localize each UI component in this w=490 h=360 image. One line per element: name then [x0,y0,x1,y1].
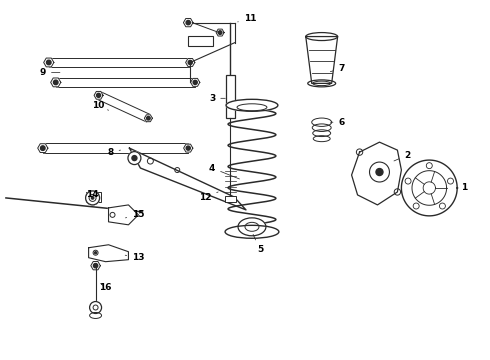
Text: 16: 16 [99,283,112,292]
Circle shape [147,116,150,120]
Circle shape [128,152,141,165]
Polygon shape [108,205,138,225]
Polygon shape [216,29,224,36]
Circle shape [47,60,51,65]
Ellipse shape [226,99,278,111]
Text: 6: 6 [330,118,345,127]
Ellipse shape [308,80,336,87]
Text: 9: 9 [40,68,60,77]
Polygon shape [352,142,401,205]
Circle shape [405,178,411,184]
Text: 4: 4 [209,163,240,179]
Bar [225,75,235,118]
Polygon shape [97,91,150,122]
Ellipse shape [225,225,279,238]
Polygon shape [306,37,338,84]
Circle shape [92,197,94,199]
Text: 2: 2 [394,150,411,161]
Circle shape [90,302,101,314]
Polygon shape [56,78,195,87]
Circle shape [95,252,97,254]
Polygon shape [184,144,193,152]
Circle shape [86,191,99,205]
Circle shape [426,163,432,168]
Text: 10: 10 [93,101,108,110]
Circle shape [413,203,419,209]
Text: 12: 12 [199,192,218,202]
Circle shape [447,178,454,184]
Circle shape [369,162,390,182]
Circle shape [86,191,99,205]
Circle shape [440,203,445,209]
Polygon shape [145,115,152,122]
Text: 13: 13 [125,253,145,262]
Polygon shape [191,78,200,86]
Circle shape [186,21,191,25]
Circle shape [94,264,98,268]
Text: 1: 1 [457,184,467,193]
Ellipse shape [238,218,266,236]
Text: 8: 8 [107,148,121,157]
Circle shape [41,146,45,150]
Circle shape [53,80,58,85]
Polygon shape [44,58,54,67]
Text: 5: 5 [253,234,263,254]
Polygon shape [43,143,188,153]
Polygon shape [186,58,195,67]
Polygon shape [38,144,48,153]
Text: 3: 3 [209,94,225,103]
Text: 7: 7 [330,64,345,73]
Text: 15: 15 [125,210,145,219]
Polygon shape [401,160,457,216]
Polygon shape [89,245,128,262]
Circle shape [188,60,192,64]
Circle shape [186,146,190,150]
Circle shape [376,168,383,176]
Polygon shape [50,78,61,87]
Polygon shape [183,18,193,27]
Circle shape [97,93,100,97]
Circle shape [193,80,197,85]
Polygon shape [49,58,190,67]
Polygon shape [94,91,103,99]
Bar [86,192,100,202]
Polygon shape [129,148,246,210]
Text: 14: 14 [86,190,99,199]
Ellipse shape [306,32,338,41]
Bar [224,196,236,202]
Text: 11: 11 [238,14,256,23]
Polygon shape [91,261,100,270]
Circle shape [132,156,137,161]
Bar [188,36,213,45]
Circle shape [219,31,222,34]
